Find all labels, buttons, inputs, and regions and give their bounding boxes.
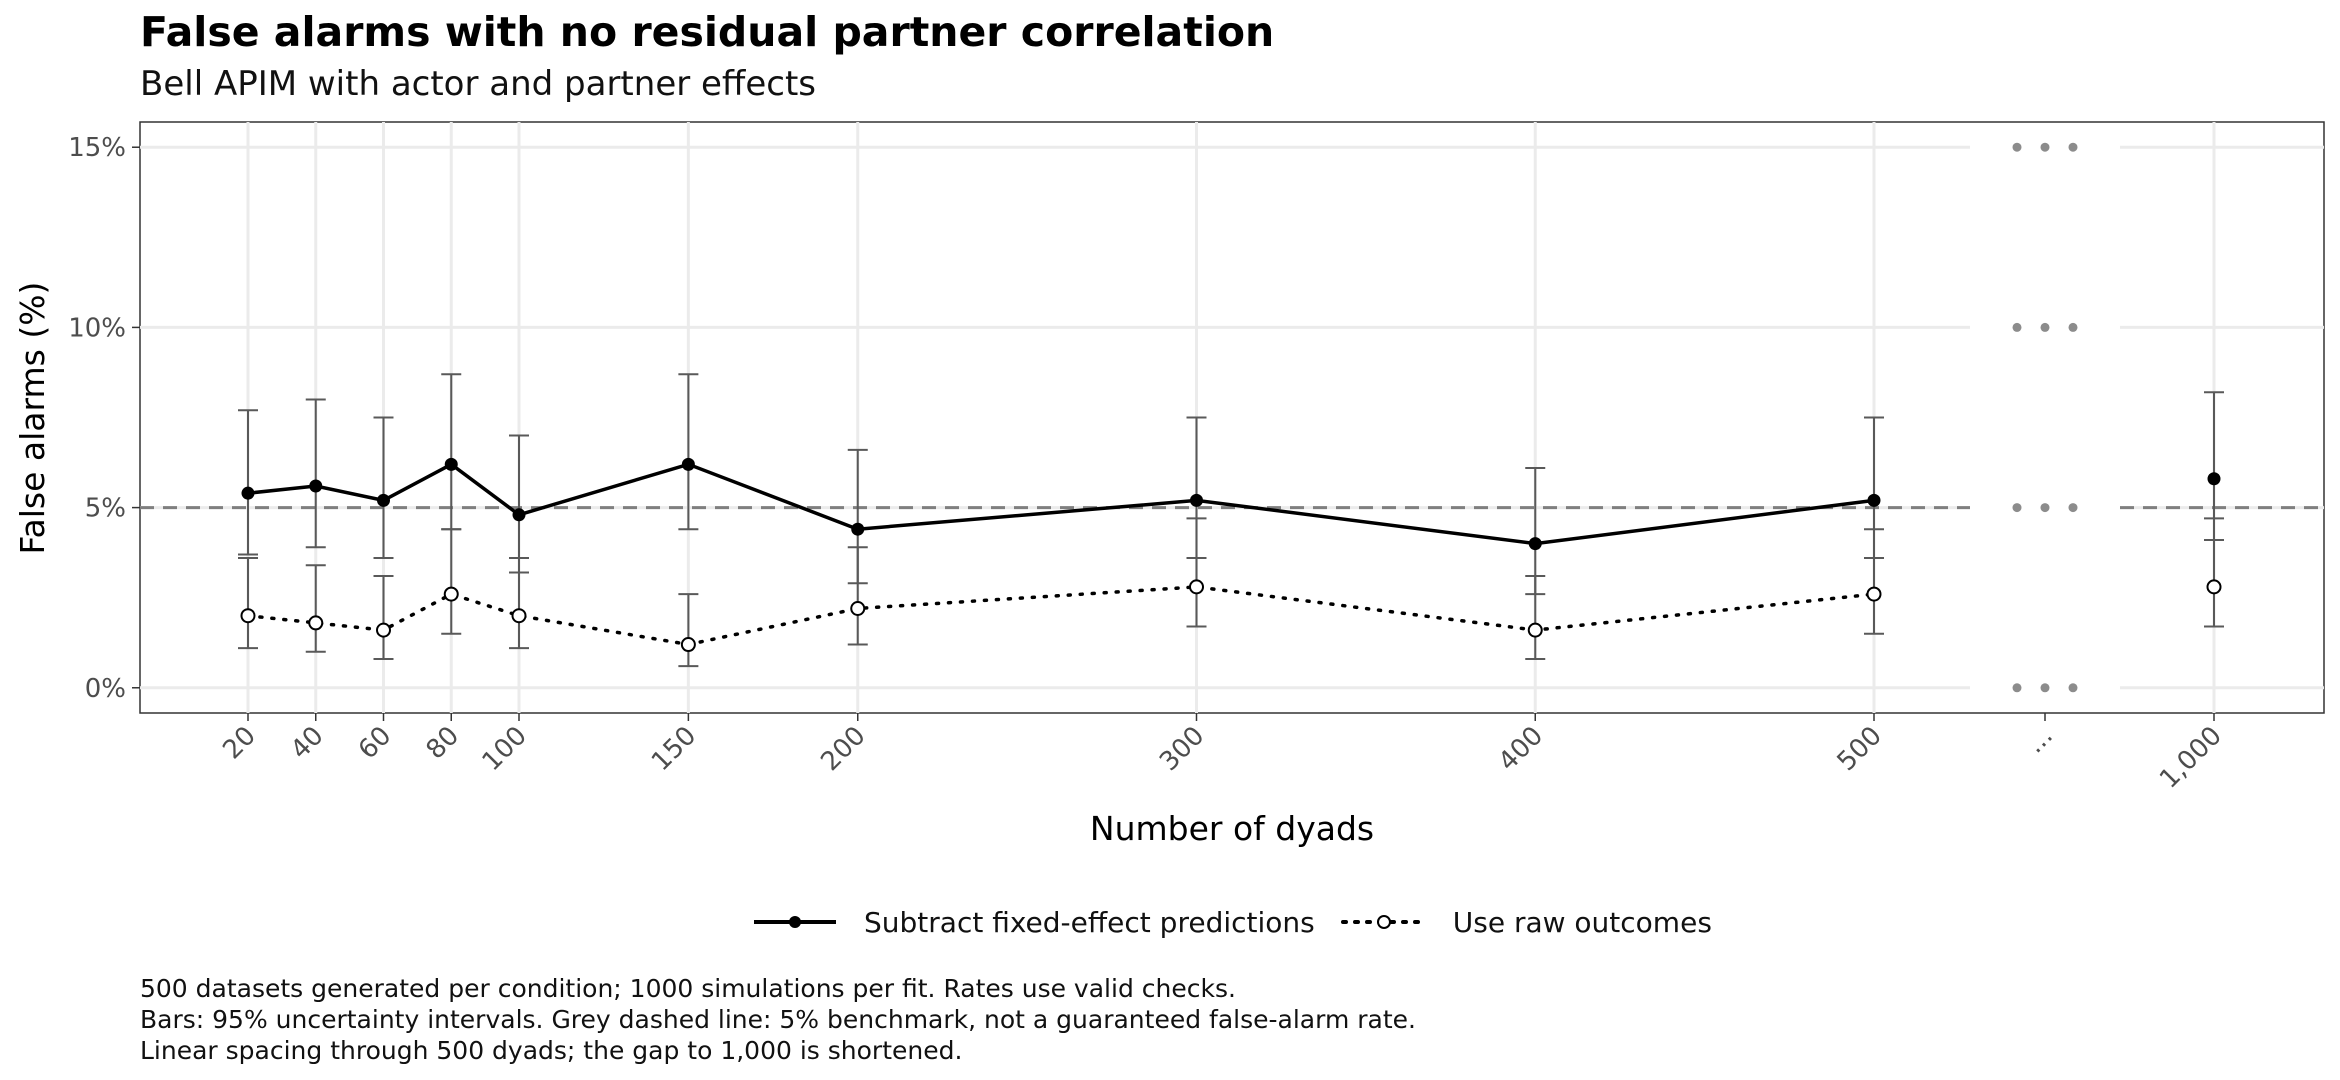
x-axis-label: Number of dyads xyxy=(1090,809,1374,848)
break-dot xyxy=(2012,683,2022,693)
data-point-raw xyxy=(443,586,459,602)
caption: 500 datasets generated per condition; 10… xyxy=(140,973,1416,1066)
data-point-subtract xyxy=(512,508,526,522)
data-point-raw xyxy=(2206,579,2222,595)
data-point-subtract xyxy=(851,522,865,536)
legend-label-raw: Use raw outcomes xyxy=(1452,905,1712,939)
chart-title: False alarms with no residual partner co… xyxy=(140,8,1275,56)
series-line-subtract xyxy=(247,462,1875,546)
data-point-raw xyxy=(850,600,866,616)
data-point-subtract xyxy=(1528,537,1542,551)
break-dot xyxy=(2012,142,2022,152)
x-tick-label: 200 xyxy=(815,721,871,777)
chart-subtitle: Bell APIM with actor and partner effects xyxy=(140,64,817,104)
x-tick-label: 150 xyxy=(646,721,702,777)
break-dot xyxy=(2068,683,2078,693)
y-tick-label: 0% xyxy=(85,674,126,704)
x-tick-label: ... xyxy=(2020,721,2059,760)
x-tick-label: 40 xyxy=(285,721,330,766)
data-point-raw xyxy=(1527,622,1543,638)
data-point-subtract xyxy=(241,486,255,500)
series-line-raw xyxy=(246,585,1876,647)
data-point-subtract xyxy=(1190,493,1203,507)
x-tick-label: 500 xyxy=(1832,721,1888,777)
break-dot xyxy=(2040,322,2050,332)
legend-key-dotted xyxy=(1340,915,1427,929)
data-point-raw xyxy=(1866,586,1882,602)
y-tick-label: 10% xyxy=(68,313,126,343)
error-bars xyxy=(238,373,2224,668)
data-point-raw xyxy=(308,615,324,631)
data-point-subtract xyxy=(2207,472,2221,486)
data-point-subtract xyxy=(377,493,390,507)
series-points xyxy=(240,457,2222,653)
y-tick-label: 15% xyxy=(68,133,126,163)
x-tick-label: 80 xyxy=(421,721,466,766)
data-point-raw xyxy=(680,637,696,653)
break-dot xyxy=(2040,503,2050,513)
caption-line: 500 datasets generated per condition; 10… xyxy=(140,974,1236,1003)
data-point-subtract xyxy=(309,479,323,493)
legend-label-subtract: Subtract fixed-effect predictions xyxy=(864,905,1315,939)
break-dot xyxy=(2068,142,2078,152)
y-axis-label: False alarms (%) xyxy=(13,282,52,555)
x-tick-label: 100 xyxy=(477,721,533,777)
y-tick-label: 5% xyxy=(85,494,126,524)
data-point-subtract xyxy=(681,457,695,471)
data-point-raw xyxy=(1189,579,1204,595)
data-point-raw xyxy=(376,622,391,638)
series-lines xyxy=(246,462,1876,647)
caption-line: Bars: 95% uncertainty intervals. Grey da… xyxy=(140,1005,1416,1034)
x-tick-label: 400 xyxy=(1493,721,1549,777)
y-axis: 0% 5% 10% 15% xyxy=(68,133,140,704)
break-dot xyxy=(2012,322,2022,332)
break-dot xyxy=(2040,142,2050,152)
legend: Subtract fixed-effect predictions Use ra… xyxy=(750,900,1736,944)
data-point-subtract xyxy=(1867,493,1881,507)
axis-break-dots xyxy=(2012,142,2078,693)
plot-panel xyxy=(139,121,2325,714)
break-dot xyxy=(2068,322,2078,332)
x-tick-label: 20 xyxy=(217,721,262,766)
data-point-raw xyxy=(240,608,256,624)
data-point-raw xyxy=(511,608,527,624)
legend-key-solid xyxy=(754,916,836,928)
x-tick-label: 60 xyxy=(353,721,398,766)
break-dot xyxy=(2012,503,2022,513)
break-dot xyxy=(2068,503,2078,513)
x-tick-label: 1,000 xyxy=(2154,721,2228,795)
caption-line: Linear spacing through 500 dyads; the ga… xyxy=(140,1036,963,1065)
x-tick-label: 300 xyxy=(1154,721,1210,777)
x-axis: 20 40 60 80 100 150 200 300 400 500... 1,000 xyxy=(217,713,2228,795)
break-dot xyxy=(2040,683,2050,693)
data-point-subtract xyxy=(444,457,458,471)
